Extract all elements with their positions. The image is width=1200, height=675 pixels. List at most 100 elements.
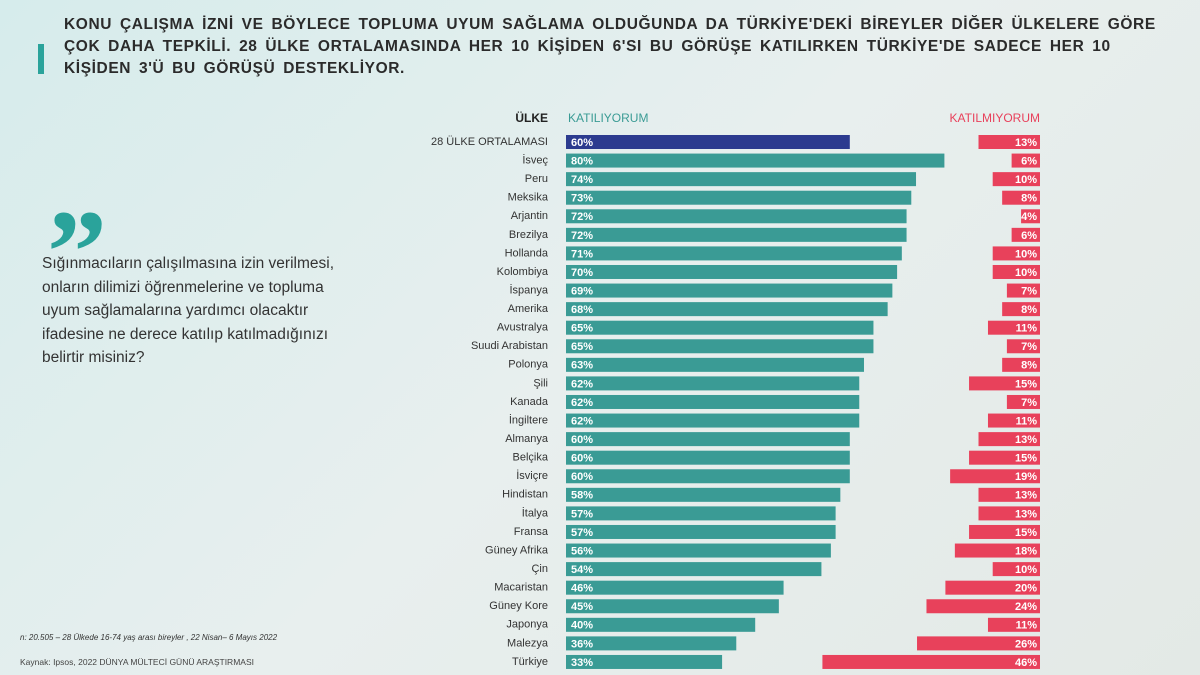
value-label: 60% (571, 453, 593, 465)
value-label: 13% (1015, 490, 1037, 502)
bar (566, 617, 756, 632)
value-label: 8% (1021, 193, 1037, 205)
category-label: İtalya (522, 506, 549, 519)
value-label: 13% (1015, 434, 1037, 446)
value-label: 4% (1021, 211, 1037, 223)
category-label: Güney Kore (489, 600, 548, 612)
value-label: 56% (571, 545, 593, 557)
value-label: 10% (1015, 248, 1037, 260)
category-label: Çin (531, 563, 548, 575)
value-label: 10% (1015, 174, 1037, 186)
bar (822, 654, 1040, 669)
bar (566, 376, 860, 391)
value-label: 13% (1015, 508, 1037, 520)
bar (987, 617, 1040, 632)
value-label: 65% (571, 341, 593, 353)
bar (1002, 302, 1040, 317)
category-label: Brezilya (509, 229, 549, 241)
bar (566, 135, 850, 149)
bar (926, 599, 1040, 614)
bar (1021, 209, 1040, 224)
bar (566, 432, 850, 447)
category-label: Türkiye (512, 656, 548, 668)
bar (992, 264, 1040, 279)
value-label: 62% (571, 397, 593, 409)
bar (987, 413, 1040, 428)
value-label: 6% (1021, 230, 1037, 242)
value-label: 70% (571, 267, 593, 279)
bar (566, 524, 836, 539)
value-label: 54% (571, 564, 593, 576)
value-label: 13% (1015, 137, 1037, 149)
bar (1006, 394, 1040, 409)
value-label: 45% (571, 601, 593, 613)
value-label: 60% (571, 434, 593, 446)
accent-bar (38, 44, 44, 74)
value-label: 63% (571, 360, 593, 372)
value-label: 6% (1021, 155, 1037, 167)
category-label: Suudi Arabistan (471, 340, 548, 352)
value-label: 72% (571, 230, 593, 242)
value-label: 11% (1016, 323, 1038, 335)
bar (566, 339, 874, 354)
value-label: 60% (571, 137, 593, 149)
value-label: 10% (1015, 267, 1037, 279)
category-label: Malezya (507, 637, 549, 649)
legend-label: KATILMIYORUM (950, 111, 1040, 125)
bar (566, 190, 912, 205)
bar (566, 227, 907, 242)
value-label: 58% (571, 490, 593, 502)
value-label: 80% (571, 155, 593, 167)
category-label: Avustralya (497, 322, 549, 334)
value-label: 7% (1021, 397, 1037, 409)
bar (978, 135, 1040, 149)
bar (566, 302, 888, 317)
value-label: 46% (571, 583, 593, 595)
category-label: İsviçre (516, 469, 548, 482)
value-label: 74% (571, 174, 593, 186)
category-label: Amerika (508, 303, 549, 315)
value-label: 62% (571, 378, 593, 390)
value-label: 62% (571, 415, 593, 427)
category-label: Hollanda (505, 247, 549, 259)
bar (978, 487, 1040, 502)
category-label: Hindistan (502, 489, 548, 501)
bar (978, 432, 1040, 447)
quote-mark: „ (48, 123, 108, 256)
bar (1011, 153, 1040, 168)
value-label: 20% (1015, 583, 1037, 595)
bar (945, 580, 1040, 595)
bar (566, 246, 902, 261)
bar (566, 153, 945, 168)
bar (917, 636, 1040, 651)
value-label: 7% (1021, 285, 1037, 297)
value-label: 15% (1015, 527, 1037, 539)
question-text: Sığınmacıların çalışılmasına izin verilm… (42, 255, 335, 366)
value-label: 18% (1015, 545, 1037, 557)
value-label: 24% (1015, 601, 1037, 613)
value-label: 69% (571, 285, 593, 297)
value-label: 11% (1016, 415, 1038, 427)
source: Kaynak: Ipsos, 2022 DÜNYA MÜLTECİ GÜNÜ A… (20, 657, 254, 667)
bar (969, 376, 1040, 391)
bar (1002, 357, 1040, 372)
bar (566, 209, 907, 224)
category-label: Japonya (506, 619, 548, 631)
footnote: n: 20.505 – 28 Ülkede 16-74 yaş arası bi… (20, 633, 278, 642)
value-label: 68% (571, 304, 593, 316)
bar (992, 172, 1040, 187)
category-label: Güney Afrika (485, 544, 549, 556)
bar (566, 172, 917, 187)
bar (566, 543, 831, 558)
value-label: 11% (1016, 620, 1038, 632)
value-label: 7% (1021, 341, 1037, 353)
bar (1006, 283, 1040, 298)
category-label: İsveç (522, 153, 548, 166)
value-label: 10% (1015, 564, 1037, 576)
value-label: 71% (571, 248, 593, 260)
bar (992, 562, 1040, 577)
bar (969, 450, 1040, 465)
category-label: İspanya (509, 283, 548, 296)
value-label: 73% (571, 193, 593, 205)
